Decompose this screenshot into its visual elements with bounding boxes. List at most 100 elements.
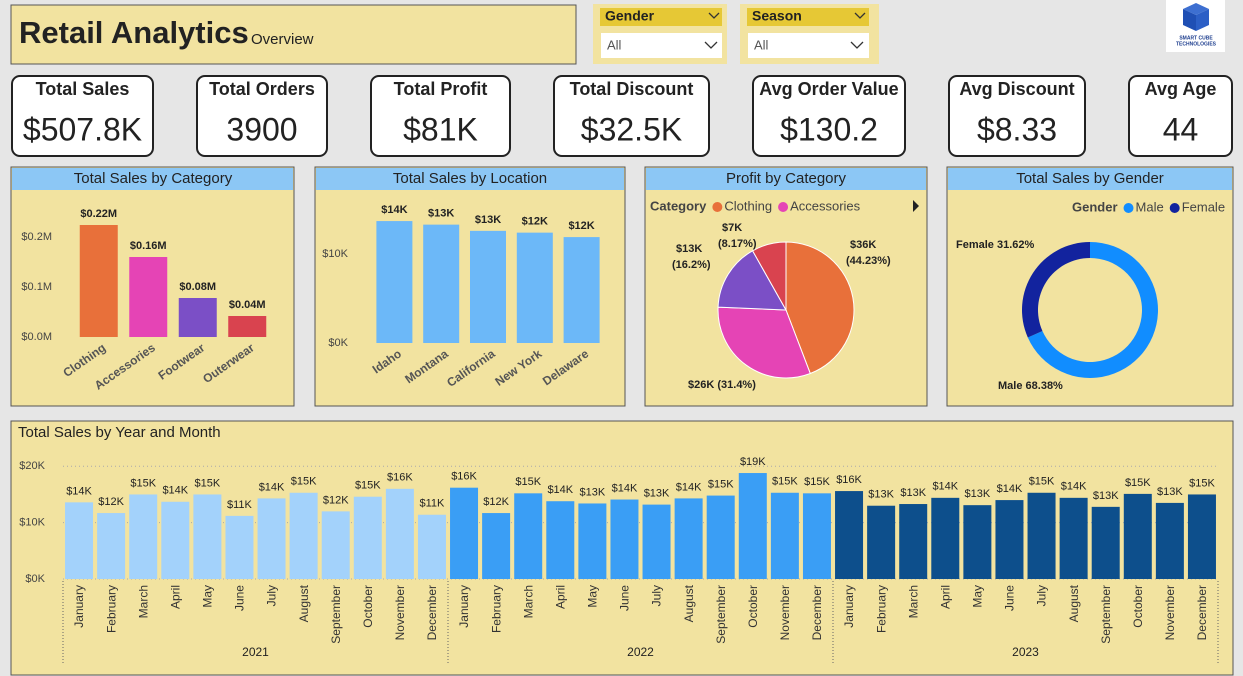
data-label: $14K [612,482,638,494]
kpi-value: $8.33 [977,111,1057,147]
legend-scroll[interactable] [913,200,919,212]
data-label: $16K [387,472,413,484]
data-label: $0.04M [229,299,266,311]
data-label: $19K [740,456,766,468]
x-tick-label: December [425,585,439,640]
bar [178,298,217,337]
kpi-card [752,75,906,157]
data-label: $12K [323,494,349,506]
data-label: $14K [547,484,573,496]
chevron [708,12,720,19]
data-label: $7K [722,222,742,234]
data-label: $14K [676,481,702,493]
slicer[interactable]: Season All [740,4,879,64]
group-label: 2023 [1012,645,1039,659]
slicer-value: All [607,37,622,52]
data-label: $14K [381,204,407,216]
data-label: $13K [900,487,926,499]
kpi-card [1128,75,1233,157]
panel-header [12,168,293,190]
y-tick-label: $0.1M [21,281,52,293]
dropdown[interactable] [601,33,722,58]
x-tick-label: March [136,585,150,618]
legend-label: Accessories [790,198,861,213]
percent-label: (16.2%) [672,259,711,271]
kpi-card [948,75,1086,157]
x-tick-label: May [586,585,600,608]
bar [995,500,1024,579]
panel-header [316,168,624,190]
panel-header [948,168,1232,190]
data-label: $14K [66,485,92,497]
data-label: $36K [850,239,876,251]
subtitle: Overview [251,31,314,48]
chart-title: Total Sales by Category [74,170,233,187]
legend-label: Male [1136,199,1164,214]
kpi-card [11,75,154,157]
data-label: $11K [227,499,253,511]
slicer-label: Season [752,8,802,24]
pie-slice [785,241,855,375]
panel-header [646,168,926,190]
bar [674,498,703,579]
pie-slice [717,250,787,311]
bar [423,224,460,343]
x-tick-label: August [1067,584,1081,622]
x-tick-label: December [810,585,824,640]
bar [193,494,222,579]
logo: SMART CUBE TECHNOLOGIES [1166,0,1225,52]
data-label: Male 68.38% [998,380,1063,392]
bar [289,492,318,579]
data-label: $15K [291,476,317,488]
dropdown[interactable] [748,33,869,58]
bar [770,492,799,579]
y-tick-label: $0.0M [21,331,52,343]
kpi-label: Total Orders [209,79,315,99]
group-label: 2022 [627,645,654,659]
bar [450,487,479,579]
legend-marker [778,202,789,212]
data-label: $13K [868,489,894,501]
cube-right [1196,9,1209,31]
bar [321,511,350,579]
x-tick-label: November [778,585,792,640]
bar [129,257,168,337]
logo-text: TECHNOLOGIES [1176,41,1217,47]
x-tick-label: May [201,585,215,608]
bar [1155,502,1184,579]
data-label: $13K [965,488,991,500]
y-tick-label: $0K [328,337,348,349]
data-label: $13K [644,488,670,500]
bar [835,491,864,579]
slicer[interactable]: Gender All [593,4,727,64]
kpi-label: Total Sales [36,79,130,99]
bar [65,502,94,579]
kpi-label: Total Discount [570,79,694,99]
data-label: $12K [568,220,594,232]
donut-slice [1022,242,1090,338]
data-label: $13K [676,243,702,255]
x-tick-label: September [1099,585,1113,644]
data-label: $13K [475,214,501,226]
bar [97,513,126,579]
data-label: $12K [483,496,509,508]
chart-title: Profit by Category [726,170,847,187]
kpi-value: $130.2 [780,111,878,147]
slicer-value: All [754,37,769,52]
x-tick-label: November [1163,585,1177,640]
kpi-label: Avg Order Value [759,79,898,99]
bar [376,221,413,343]
data-label: $15K [195,477,221,489]
bar [610,499,639,579]
logo-text: SMART CUBE [1179,35,1213,41]
data-label: $26K (31.4%) [688,379,756,391]
y-tick-label: $0.2M [21,231,52,243]
bar [514,493,543,579]
legend-label: Clothing [724,198,772,213]
data-label: $13K [580,486,606,498]
value-label: 31.62% [997,239,1035,251]
chevron [704,41,718,49]
chart-title: Total Sales by Location [393,170,547,187]
kpi-label: Total Profit [394,79,488,99]
